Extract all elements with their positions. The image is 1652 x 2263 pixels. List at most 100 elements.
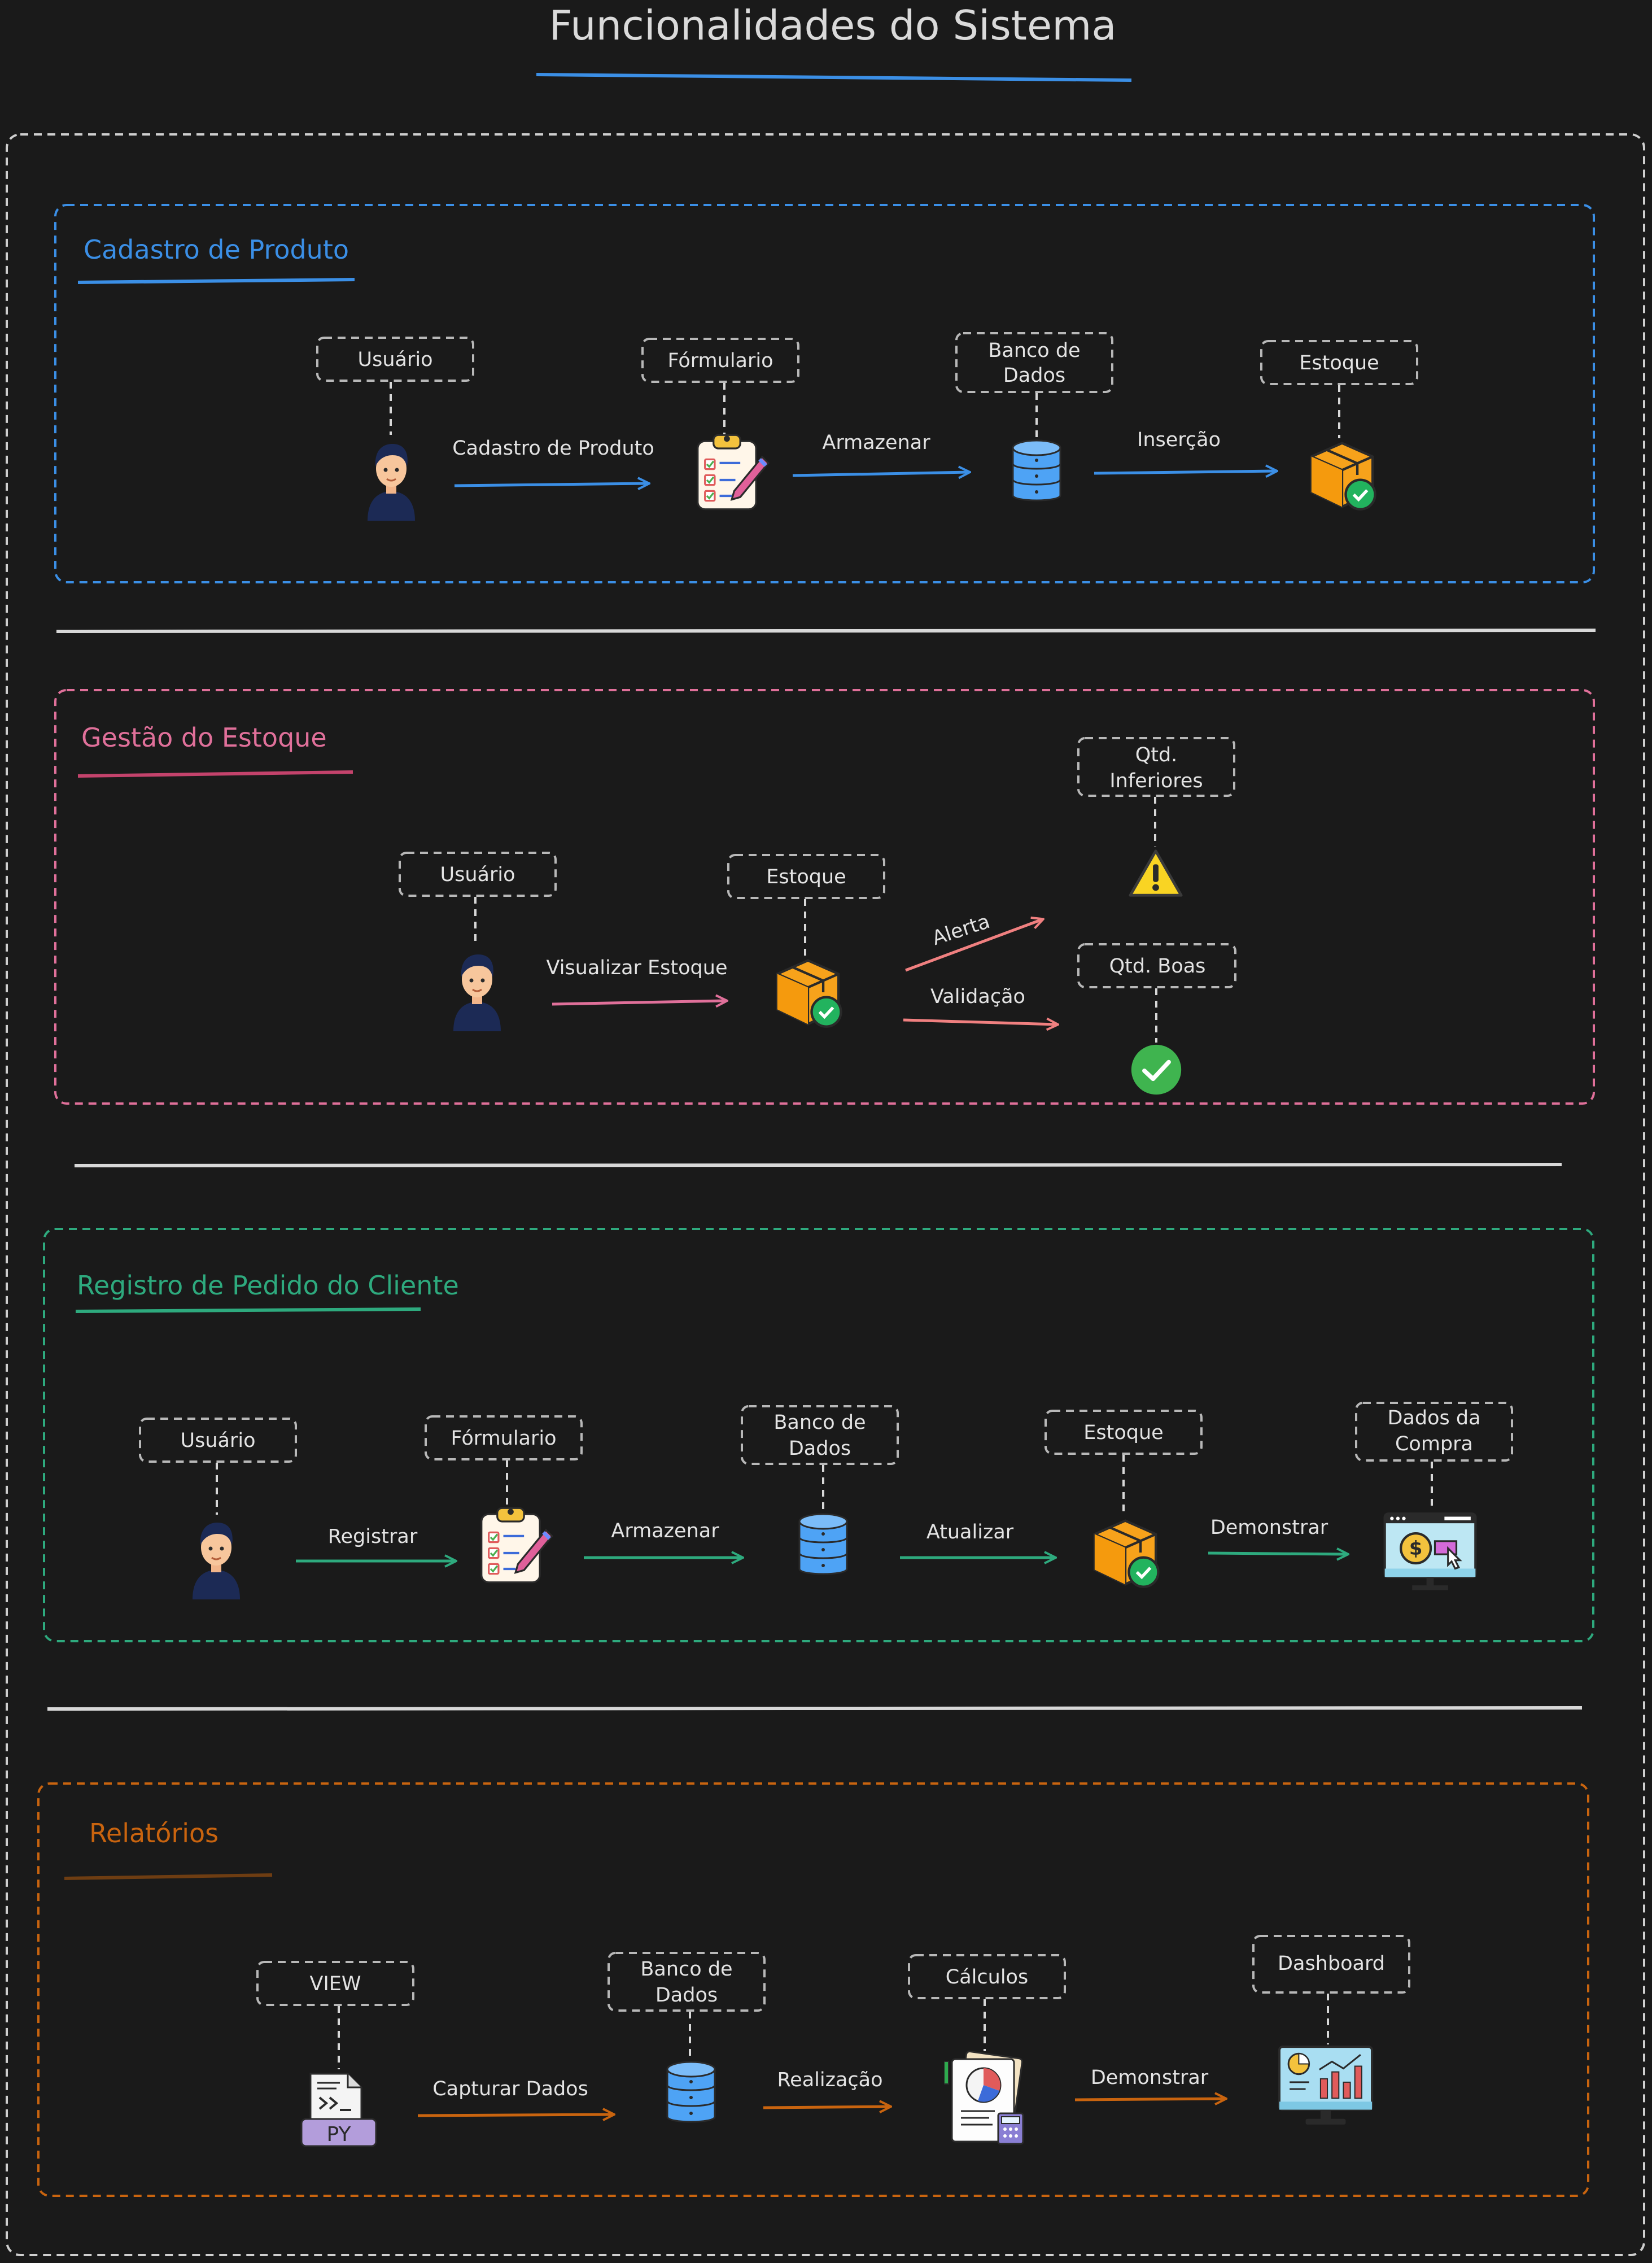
box-check-icon [777,961,841,1027]
title-underline [536,73,1132,82]
node-dashboard: Dashboard [1252,1935,1410,2125]
node-label-line1: Dados da [1387,1407,1480,1429]
edge-arrow [905,919,1042,972]
section-relatorios: Relatórios VIEW PY Banco de Dados Cálcul… [37,1782,1589,2197]
node-box [1077,943,1236,988]
section-title: Relatórios [89,1818,218,1848]
edge-label: Visualizar Estoque [547,957,728,979]
clipboard-form-icon [698,435,768,509]
section-frame [43,1228,1594,1642]
node-label: Dashboard [1278,1952,1385,1975]
node-banco-dados: Banco de Dados [955,332,1113,502]
edge-arrow [903,1020,1057,1024]
user-icon [452,953,502,1031]
node-formulario: Fórmulario [641,338,799,509]
clipboard-form-icon [482,1508,552,1582]
check-circle-icon [1131,1045,1181,1095]
section-divider [56,629,1596,633]
node-box [727,854,885,899]
database-icon [798,1513,848,1575]
node-label: Cálculos [946,1966,1028,1989]
node-qtd-boas: Qtd. Boas [1077,943,1236,1095]
section-divider [47,1706,1583,1711]
node-box [908,1954,1066,1999]
section-title-underline [64,1873,273,1880]
node-box [1355,1402,1513,1462]
user-icon [191,1521,241,1599]
edge-label: Alerta [929,910,993,950]
node-label: Estoque [1083,1422,1163,1444]
edge-label: Registrar [328,1525,418,1548]
edge-arrow [763,2107,890,2108]
node-box [641,338,799,383]
node-box [1077,737,1235,797]
edge-arrow [552,1001,726,1004]
edge-label: Atualizar [926,1521,1014,1543]
node-box [256,1961,414,2006]
section-frame [37,1782,1589,2197]
node-usuario: Usuário [399,852,557,1031]
node-calculos: Cálculos [908,1954,1066,2145]
edge-arrow [1208,1553,1347,1554]
node-box [1044,1410,1203,1455]
node-box [955,332,1113,393]
edge-arrow [417,2114,613,2116]
edge-label: Cadastro de Produto [452,437,654,460]
section-frame [54,689,1595,1105]
node-box [1252,1935,1410,1994]
node-label: Fórmulario [451,1427,556,1450]
edge-label: Demonstrar [1091,2066,1209,2089]
node-box [316,337,474,382]
node-box [741,1405,899,1465]
node-label-line2: Dados [789,1437,851,1460]
node-view: VIEW PY [256,1961,414,2147]
user-icon [366,443,416,521]
edge-arrow [792,472,969,476]
warning-icon [1130,851,1181,895]
edge-label: Armazenar [822,431,930,454]
section-registro-pedido: Registro de Pedido do Cliente Usuário Fó… [43,1228,1594,1642]
node-estoque: Estoque [727,854,885,1027]
node-label: Usuário [357,348,432,371]
monitor-dollar-icon [1385,1514,1476,1590]
node-label-line2: Dados [655,1984,718,2007]
section-title: Gestão do Estoque [81,722,327,753]
edge-arrow [1094,471,1276,473]
section-divider [74,1163,1562,1167]
edge-label: Validação [930,986,1025,1008]
python-badge-text: PY [327,2123,352,2146]
node-label-line2: Inferiores [1109,770,1203,792]
box-check-icon [1095,1521,1159,1587]
node-formulario: Fórmulario [425,1415,583,1582]
edge-arrow [1074,2099,1225,2100]
outer-frame [6,133,1645,2256]
section-gestao-estoque: Gestão do Estoque Usuário Estoque Qtd. I… [54,689,1595,1105]
node-label: Usuário [180,1429,255,1452]
dashboard-monitor-icon [1279,2047,1372,2125]
section-title: Registro de Pedido do Cliente [77,1270,459,1301]
node-dados-compra: Dados da Compra [1355,1402,1513,1590]
node-box [399,852,557,897]
node-box [1260,340,1418,385]
section-title-underline [75,1307,421,1313]
node-usuario: Usuário [139,1418,297,1599]
node-box [608,1952,766,2012]
node-label-line1: Banco de [773,1411,866,1434]
section-title-underline [77,278,355,284]
edge-label: Capturar Dados [432,2078,588,2100]
node-box [139,1418,297,1463]
section-cadastro-produto: Cadastro de Produto Usuário Fórmulario B… [54,204,1595,583]
edge-label: Demonstrar [1210,1516,1328,1539]
node-estoque: Estoque [1260,340,1418,509]
calculations-icon [944,2050,1024,2145]
node-label: Estoque [1299,352,1379,374]
database-icon [1012,439,1061,502]
node-label: Usuário [440,864,515,886]
node-banco-dados: Banco de Dados [741,1405,899,1575]
node-label: Fórmulario [667,350,773,372]
node-box [425,1415,583,1460]
section-title-underline [77,770,353,778]
edge-label: Armazenar [611,1520,719,1542]
node-label-line1: Banco de [988,339,1080,362]
